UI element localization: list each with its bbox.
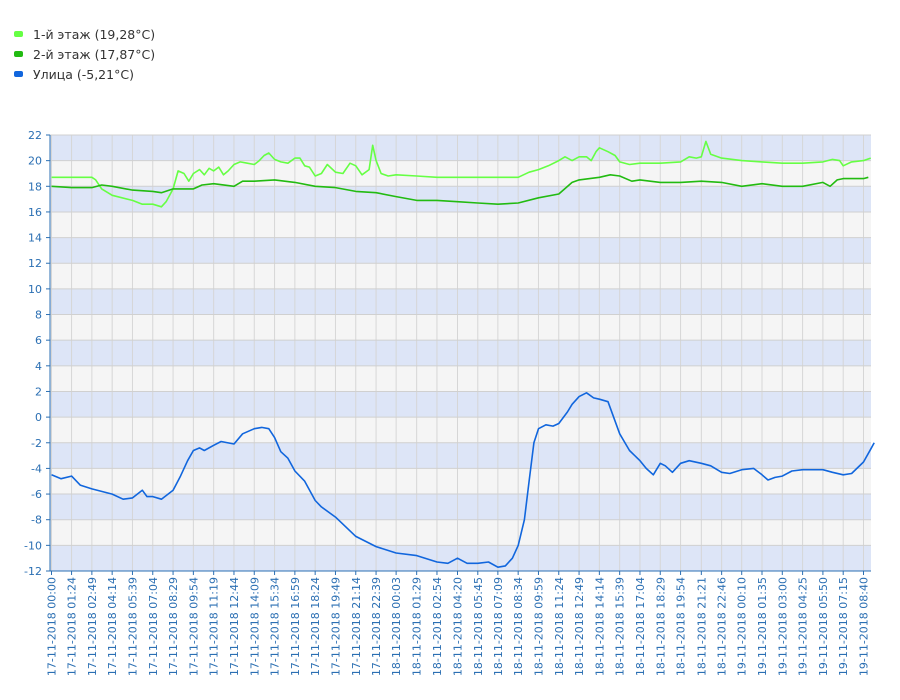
x-tick-label: 19-11-2018 05:50 xyxy=(817,577,830,676)
y-tick-label: 6 xyxy=(35,334,42,347)
background-band xyxy=(50,314,871,341)
y-tick-label: 0 xyxy=(35,411,42,424)
x-tick-label: 17-11-2018 07:04 xyxy=(147,577,160,676)
x-tick-label: 17-11-2018 16:59 xyxy=(289,577,302,676)
x-tick-label: 17-11-2018 19:49 xyxy=(329,577,342,676)
legend-swatch-floor-1 xyxy=(14,31,23,37)
y-tick-label: 4 xyxy=(35,360,42,373)
x-tick-label: 19-11-2018 07:15 xyxy=(837,577,850,676)
background-band xyxy=(50,237,871,264)
x-tick-label: 18-11-2018 12:49 xyxy=(573,577,586,676)
x-tick-label: 18-11-2018 07:09 xyxy=(492,577,505,676)
x-tick-label: 17-11-2018 15:34 xyxy=(269,577,282,676)
series-line-1 xyxy=(51,174,869,205)
legend-item-street: Улица (-5,21°C) xyxy=(14,64,155,84)
x-tick-label: 19-11-2018 03:00 xyxy=(776,577,789,676)
legend: 1-й этаж (19,28°C) 2-й этаж (17,87°C) Ул… xyxy=(14,24,155,84)
x-tick-label: 18-11-2018 00:03 xyxy=(390,577,403,676)
background-band xyxy=(50,135,871,161)
y-tick-label: -2 xyxy=(31,437,42,450)
legend-label-floor-2: 2-й этаж (17,87°C) xyxy=(33,46,156,62)
x-tick-label: 19-11-2018 01:35 xyxy=(756,577,769,676)
x-tick-label: 17-11-2018 21:14 xyxy=(350,577,363,676)
y-tick-label: -4 xyxy=(31,462,42,475)
x-tick-label: 18-11-2018 19:54 xyxy=(675,577,688,676)
legend-label-street: Улица (-5,21°C) xyxy=(33,66,134,82)
legend-swatch-floor-2 xyxy=(14,51,23,57)
series-line-0 xyxy=(51,140,871,208)
legend-item-floor-2: 2-й этаж (17,87°C) xyxy=(14,44,155,64)
x-tick-label: 18-11-2018 11:24 xyxy=(553,577,566,676)
y-tick-label: 22 xyxy=(28,129,42,142)
y-tick-label: 16 xyxy=(28,206,42,219)
y-tick-label: -10 xyxy=(24,539,42,552)
legend-item-floor-1: 1-й этаж (19,28°C) xyxy=(14,24,155,44)
x-tick-label: 17-11-2018 22:39 xyxy=(370,577,383,676)
x-tick-label: 17-11-2018 02:49 xyxy=(86,577,99,676)
background-band xyxy=(50,391,871,418)
x-tick-label: 18-11-2018 08:34 xyxy=(512,577,525,676)
x-tick-label: 18-11-2018 05:45 xyxy=(472,577,485,676)
legend-label-floor-1: 1-й этаж (19,28°C) xyxy=(33,26,156,42)
background-band xyxy=(50,365,871,392)
x-tick-label: 17-11-2018 05:39 xyxy=(126,577,139,676)
x-tick-label: 18-11-2018 01:29 xyxy=(411,577,424,676)
y-tick-label: 20 xyxy=(28,155,42,168)
x-tick-label: 19-11-2018 00:10 xyxy=(736,577,749,676)
x-tick-label: 17-11-2018 14:09 xyxy=(248,577,261,676)
x-tick-label: 19-11-2018 08:40 xyxy=(858,577,871,676)
background-band xyxy=(50,160,871,187)
y-tick-label: 10 xyxy=(28,283,42,296)
background-band xyxy=(50,340,871,366)
background-band xyxy=(50,263,871,289)
legend-swatch-street xyxy=(14,71,23,77)
x-tick-label: 17-11-2018 01:24 xyxy=(66,577,79,676)
x-tick-label: 17-11-2018 04:14 xyxy=(106,577,119,676)
y-tick-label: 12 xyxy=(28,257,42,270)
background-band xyxy=(50,186,871,212)
x-tick-label: 18-11-2018 14:14 xyxy=(593,577,606,676)
background-band xyxy=(50,519,871,546)
y-tick-label: 18 xyxy=(28,180,42,193)
x-tick-label: 18-11-2018 21:21 xyxy=(695,577,708,676)
y-tick-label: -12 xyxy=(24,565,42,578)
x-tick-label: 17-11-2018 11:19 xyxy=(208,577,221,676)
x-tick-label: 18-11-2018 15:39 xyxy=(614,577,627,676)
x-tick-label: 18-11-2018 09:59 xyxy=(532,577,545,676)
x-tick-label: 19-11-2018 04:25 xyxy=(797,577,810,676)
background-band xyxy=(50,545,871,571)
x-tick-label: 17-11-2018 09:54 xyxy=(187,577,200,676)
x-tick-label: 17-11-2018 12:44 xyxy=(228,577,241,676)
x-tick-label: 18-11-2018 04:20 xyxy=(452,577,465,676)
y-tick-label: -6 xyxy=(31,488,42,501)
series-line-2 xyxy=(51,391,875,569)
x-tick-label: 18-11-2018 22:46 xyxy=(716,577,729,676)
background-band xyxy=(50,288,871,315)
x-tick-label: 17-11-2018 18:24 xyxy=(309,577,322,676)
background-band xyxy=(50,494,871,520)
x-tick-label: 18-11-2018 02:54 xyxy=(431,577,444,676)
background-band xyxy=(50,417,871,443)
y-tick-label: 2 xyxy=(35,385,42,398)
x-tick-label: 17-11-2018 00:00 xyxy=(46,577,59,676)
background-band xyxy=(50,211,871,238)
y-tick-label: 8 xyxy=(35,309,42,322)
y-tick-label: 14 xyxy=(28,232,42,245)
x-tick-label: 17-11-2018 08:29 xyxy=(167,577,180,676)
x-tick-label: 18-11-2018 18:29 xyxy=(654,577,667,676)
x-tick-label: 18-11-2018 17:04 xyxy=(634,577,647,676)
y-tick-label: -8 xyxy=(31,514,42,527)
